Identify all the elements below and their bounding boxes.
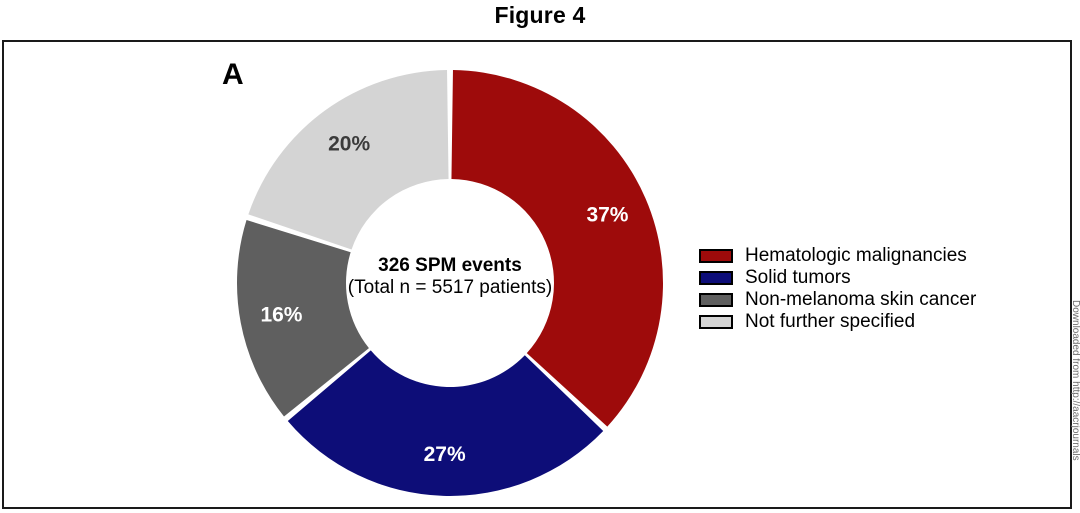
donut-segment-percentage: 27%	[424, 443, 466, 466]
legend-item[interactable]: Solid tumors	[699, 267, 976, 289]
legend-color-swatch	[699, 271, 733, 285]
legend-color-swatch	[699, 315, 733, 329]
donut-segment-percentage: 37%	[586, 203, 628, 226]
legend-item-label: Not further specified	[745, 311, 916, 332]
chart-legend: Hematologic malignancies Solid tumors Non-…	[699, 245, 976, 333]
legend-color-swatch	[699, 249, 733, 263]
donut-segment-percentage: 20%	[328, 133, 370, 156]
figure-title: Figure 4	[494, 2, 586, 28]
donut-segment[interactable]	[451, 70, 663, 427]
donut-segment[interactable]	[287, 350, 604, 496]
donut-segment[interactable]	[248, 70, 449, 250]
legend-item-label: Hematologic malignancies	[745, 245, 967, 266]
donut-chart-svg: 37% 27% 16% 20%	[237, 70, 663, 496]
watermark-text: Downloaded from http://aacrjournals	[1070, 300, 1080, 461]
center-total-events: 326 SPM events	[378, 255, 522, 276]
donut-segment-group	[237, 70, 663, 496]
donut-percentage-label-group: 37% 27% 16% 20%	[260, 133, 628, 466]
legend-item[interactable]: Non-melanoma skin cancer	[699, 289, 976, 311]
legend-item-label: Solid tumors	[745, 267, 851, 288]
donut-segment-percentage: 16%	[260, 304, 302, 327]
legend-color-swatch	[699, 293, 733, 307]
center-total-patients: (Total n = 5517 patients)	[347, 277, 553, 299]
panel-label-a: A	[222, 58, 244, 91]
donut-center-text: 326 SPM events (Total n = 5517 patients)	[330, 255, 570, 300]
donut-segment[interactable]	[237, 220, 369, 417]
legend-item[interactable]: Hematologic malignancies	[699, 245, 976, 267]
legend-item-label: Non-melanoma skin cancer	[745, 289, 977, 310]
legend-item[interactable]: Not further specified	[699, 311, 976, 333]
donut-chart: 37% 27% 16% 20%	[235, 68, 665, 498]
